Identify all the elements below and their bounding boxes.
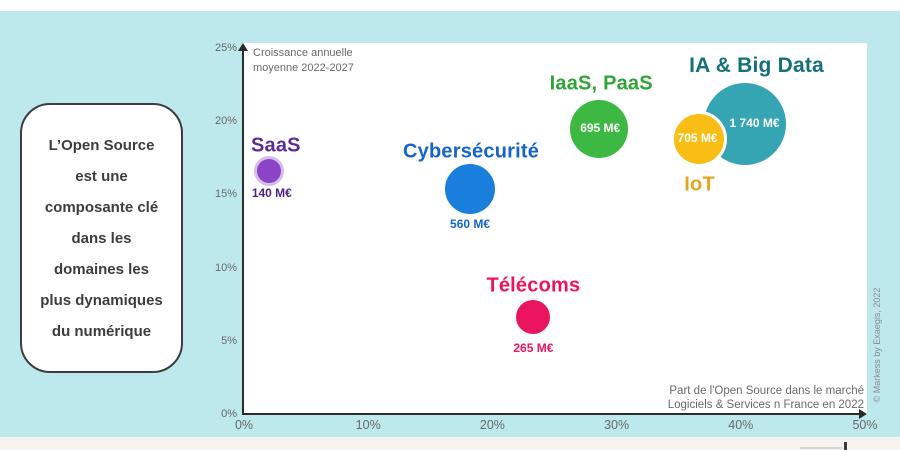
bubble-value-iaas-paas: 695 M€ [580,120,621,135]
x-tick-label: 20% [479,418,505,432]
callout-line: dans les [71,229,132,247]
x-axis-caption: Part de l'Open Source dans le marché Log… [668,385,864,412]
bubble-saas [256,158,281,183]
x-axis-line [243,413,861,415]
y-tick-label: 15% [214,188,237,201]
bubble-telecoms [516,300,551,335]
bubble-label-ia-big-data: IA & Big Data [689,54,824,78]
x-tick-label: 10% [355,418,381,432]
bubble-label-iot: IoT [684,173,715,196]
bubble-label-iaas-paas: IaaS, PaaS [549,72,653,95]
x-tick-label: 0% [234,418,254,432]
callout-line: domaines les [53,260,150,278]
copyright-note: © Markess by Exaegis, 2022 [872,287,882,403]
cutoff-logo-mark [844,442,847,450]
bubble-cybersecurite [445,163,496,214]
x-tick-label: 50% [852,418,878,432]
x-tick-label: 30% [604,418,630,432]
y-axis-title: Croissance annuelle moyenne 2022-2027 [253,46,354,76]
callout-line: composante clé [44,198,159,216]
callout-box: L’Open Source est une composante clé dan… [20,103,183,373]
y-tick-label: 10% [214,261,237,274]
callout-line: est une [75,167,128,185]
x-axis-arrow-icon [859,409,867,419]
bottom-strip [0,437,900,450]
x-axis-caption-line: Logiciels & Services n France en 2022 [667,398,864,411]
y-tick-label: 20% [214,115,237,128]
y-axis-line [242,50,244,415]
bubble-label-cybersecurite: Cybersécurité [403,140,540,163]
x-axis-caption-line: Part de l'Open Source dans le marché [669,385,864,397]
y-axis-title-line: moyenne 2022-2027 [253,62,354,74]
bubble-iot [670,110,727,167]
callout-line: L’Open Source [48,136,155,154]
bubble-label-saas: SaaS [250,134,301,157]
bubble-value-cybersecurite: 560 M€ [450,216,491,231]
y-tick-label: 25% [214,42,237,54]
bubble-value-saas: 140 M€ [251,185,292,200]
callout-line: du numérique [51,322,152,340]
bubble-value-iot: 705 M€ [677,130,718,145]
cutoff-logo-smudge [800,447,842,449]
callout-line: plus dynamiques [40,291,163,309]
bubble-value-ia-big-data: 1 740 M€ [729,116,780,131]
bubble-iaas-paas [570,99,629,158]
y-axis-arrow-icon [238,43,248,51]
x-tick-label: 40% [728,418,754,432]
y-axis-title-line: Croissance annuelle [253,47,353,59]
y-tick-label: 0% [221,408,237,420]
bubble-label-telecoms: Télécoms [486,274,581,297]
y-tick-label: 5% [221,334,237,347]
bubble-value-telecoms: 265 M€ [513,341,554,356]
